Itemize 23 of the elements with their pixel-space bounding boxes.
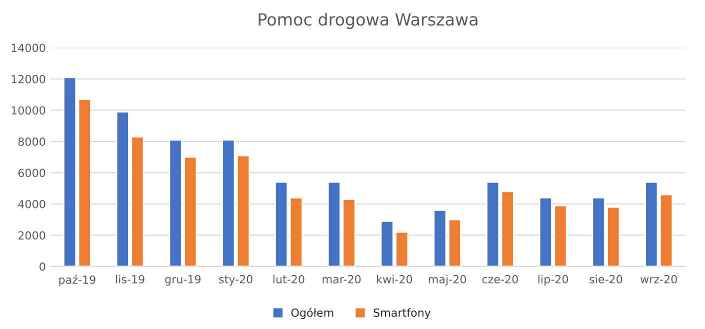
y-tick-label: 0: [40, 262, 46, 271]
y-tick-label: 14000: [12, 44, 46, 52]
legend-label: Smartfony: [374, 308, 431, 319]
x-tick-label: sie-20: [590, 274, 622, 284]
x-tick-label: kwi-20: [377, 274, 412, 284]
y-tick-label: 8000: [18, 137, 46, 146]
x-tick-label: mar-20: [322, 275, 361, 284]
x-tick-label: cze-20: [482, 275, 518, 284]
y-tick-label: 6000: [18, 168, 46, 178]
x-tick-label: lip-20: [538, 274, 568, 286]
x-tick-label: maj-20: [428, 274, 466, 286]
x-tick-label: lut-20: [273, 274, 304, 284]
y-tick-label: 2000: [18, 231, 46, 240]
x-tick-label: wrz-20: [640, 275, 677, 284]
y-tick-label: 12000: [12, 74, 46, 84]
y-tick-label: 10000: [12, 106, 46, 115]
x-tick-label: sty-20: [219, 275, 252, 286]
legend-label: Ogółem: [291, 308, 334, 319]
x-tick-label: paź-19: [59, 274, 96, 286]
chart-title: Pomoc drogowa Warszawa: [258, 12, 478, 29]
x-tick-label: gru-19: [165, 275, 201, 286]
x-tick-label: lis-19: [116, 274, 144, 284]
y-tick-label: 4000: [18, 200, 46, 208]
